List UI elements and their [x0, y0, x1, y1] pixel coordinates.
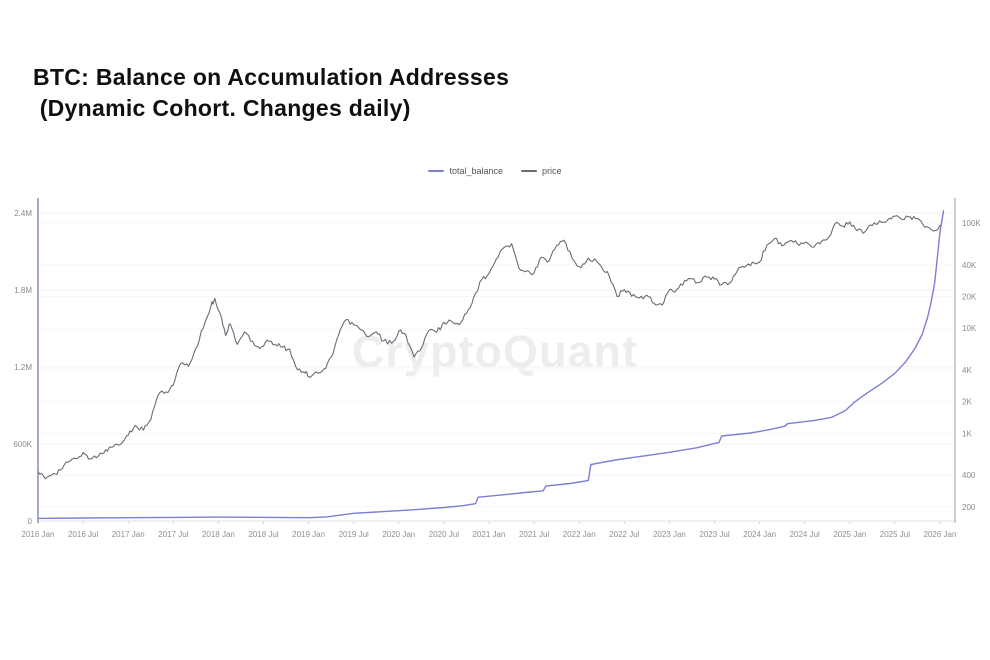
- cryptoquant-watermark: CryptoQuant: [352, 326, 638, 377]
- x-tick-label: 2020 Jul: [429, 530, 459, 539]
- x-tick-label: 2016 Jul: [68, 530, 98, 539]
- price-line: [37, 215, 941, 480]
- x-tick-label: 2016 Jan: [22, 530, 55, 539]
- right-tick-label: 100K: [962, 219, 981, 228]
- x-tick-label: 2021 Jul: [519, 530, 549, 539]
- chart-legend: total_balance price: [0, 166, 990, 176]
- right-tick-label: 2K: [962, 398, 972, 407]
- legend-item-price[interactable]: price: [521, 166, 562, 176]
- right-tick-label: 10K: [962, 324, 977, 333]
- x-tick-label: 2025 Jan: [833, 530, 866, 539]
- chart-title-line2: (Dynamic Cohort. Changes daily): [33, 95, 411, 121]
- x-tick-label: 2019 Jan: [292, 530, 325, 539]
- x-tick-label: 2018 Jan: [202, 530, 235, 539]
- total-balance-swatch-icon: [428, 170, 445, 172]
- left-tick-label: 1.8M: [14, 286, 32, 295]
- left-tick-label: 2.4M: [14, 209, 32, 218]
- chart-title-line1: BTC: Balance on Accumulation Addresses: [33, 64, 510, 90]
- right-tick-label: 20K: [962, 292, 977, 301]
- x-tick-label: 2024 Jan: [743, 530, 776, 539]
- right-tick-label: 40K: [962, 261, 977, 270]
- x-tick-label: 2022 Jan: [563, 530, 596, 539]
- legend-label-total-balance: total_balance: [449, 166, 504, 176]
- x-tick-label: 2023 Jan: [653, 530, 686, 539]
- right-tick-label: 4K: [962, 366, 972, 375]
- price-swatch-icon: [521, 170, 538, 172]
- x-tick-label: 2021 Jan: [473, 530, 506, 539]
- left-tick-label: 600K: [13, 440, 32, 449]
- left-tick-label: 1.2M: [14, 363, 32, 372]
- x-tick-label: 2017 Jul: [158, 530, 188, 539]
- page-title: BTC: Balance on Accumulation Addresses (…: [33, 62, 509, 124]
- right-tick-label: 400: [962, 471, 976, 480]
- x-tick-label: 2020 Jan: [382, 530, 415, 539]
- x-tick-label: 2018 Jul: [248, 530, 278, 539]
- x-tick-label: 2025 Jul: [880, 530, 910, 539]
- legend-label-price: price: [542, 166, 562, 176]
- x-tick-label: 2024 Jul: [790, 530, 820, 539]
- right-tick-label: 1K: [962, 429, 972, 438]
- left-tick-label: 0: [28, 517, 33, 526]
- x-tick-label: 2026 Jan: [924, 530, 957, 539]
- right-tick-label: 200: [962, 503, 976, 512]
- total_balance-line: [37, 210, 945, 520]
- legend-item-total-balance[interactable]: total_balance: [428, 166, 503, 176]
- x-tick-label: 2017 Jan: [112, 530, 145, 539]
- x-tick-label: 2022 Jul: [609, 530, 639, 539]
- x-tick-label: 2019 Jul: [339, 530, 369, 539]
- x-tick-label: 2023 Jul: [699, 530, 729, 539]
